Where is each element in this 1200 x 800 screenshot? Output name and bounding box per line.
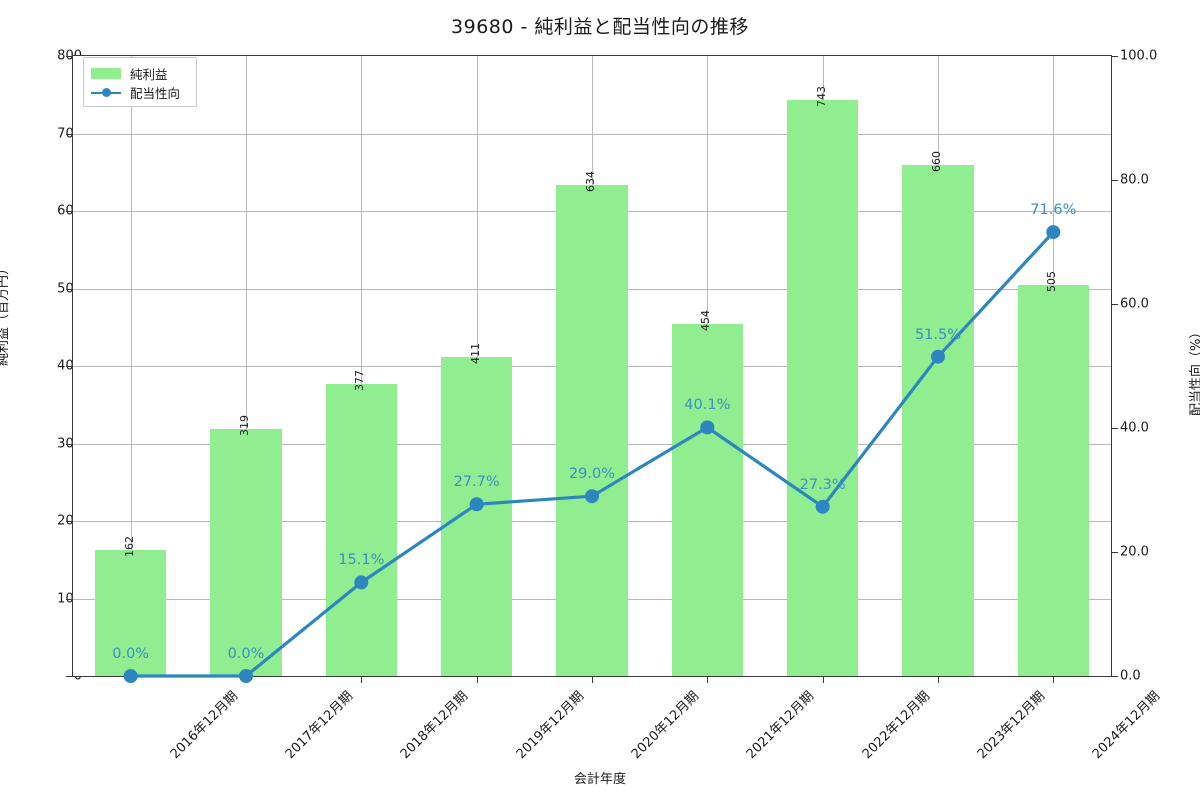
bar bbox=[671, 324, 744, 676]
y-axis-right-tickmark bbox=[1112, 676, 1118, 677]
y-axis-left-tickmark bbox=[66, 288, 72, 290]
y-axis-left-tickmark bbox=[66, 211, 72, 212]
y-axis-left-tickmark bbox=[66, 56, 72, 57]
y-axis-right-tick-label: 0.0 bbox=[1120, 668, 1141, 684]
y-axis-right-tick-label: 20.0 bbox=[1120, 544, 1149, 560]
bar-value-label: 162 bbox=[122, 536, 136, 558]
x-axis-label: 会計年度 bbox=[573, 772, 626, 787]
x-axis-tick-label: 2022年12月期 bbox=[859, 688, 933, 763]
legend-item-net-income: 純利益 bbox=[91, 64, 189, 83]
y-axis-right-tickmark bbox=[1112, 304, 1118, 305]
y-axis-right-label: 配当性向（%） bbox=[1189, 325, 1200, 416]
line-value-label: 0.0% bbox=[227, 646, 265, 662]
y-axis-right-tickmark bbox=[1112, 56, 1118, 57]
bar-value-label: 411 bbox=[468, 343, 482, 365]
y-axis-left-label: 純利益（百万円） bbox=[0, 261, 11, 366]
x-axis-tickmark bbox=[1053, 677, 1055, 683]
x-axis-tickmark bbox=[130, 677, 132, 683]
bar bbox=[902, 164, 974, 676]
x-axis-tick-label: 2021年12月期 bbox=[744, 688, 818, 763]
line-value-label: 15.1% bbox=[338, 552, 385, 569]
plot-area: 162 319 377 411 634 454 743 660 505 0.0% 0.0% 15.1… bbox=[72, 55, 1112, 683]
x-axis-tickmark bbox=[707, 677, 709, 683]
y-axis-left-tickmark bbox=[66, 676, 72, 677]
legend-label-payout-ratio: 配当性向 bbox=[130, 86, 181, 101]
legend-bar-swatch-icon bbox=[91, 68, 121, 79]
bar-value-label: 743 bbox=[814, 86, 828, 108]
x-axis-tick-label: 2019年12月期 bbox=[513, 688, 587, 763]
chart-title: 39680 - 純利益と配当性向の推移 bbox=[451, 16, 749, 38]
y-axis-right-tick-label: 60.0 bbox=[1120, 296, 1149, 312]
line-value-label: 40.1% bbox=[684, 397, 731, 414]
bar bbox=[210, 428, 282, 676]
chart-legend: 純利益 配当性向 bbox=[83, 57, 197, 107]
line-value-label: 27.7% bbox=[453, 474, 500, 491]
bar-value-label: 377 bbox=[353, 369, 367, 391]
bar bbox=[556, 184, 628, 676]
x-axis-tick-label: 2024年12月期 bbox=[1090, 688, 1164, 763]
legend-item-payout-ratio: 配当性向 bbox=[91, 83, 189, 102]
legend-line-swatch-icon bbox=[91, 87, 121, 98]
legend-label-net-income: 純利益 bbox=[130, 67, 168, 82]
x-axis-tickmark bbox=[592, 677, 593, 683]
y-axis-right-tick-label: 40.0 bbox=[1120, 420, 1149, 436]
y-axis-left-tickmark bbox=[66, 133, 72, 135]
bar bbox=[1017, 284, 1090, 676]
y-axis-right-tick-label: 80.0 bbox=[1120, 172, 1149, 188]
line-value-label: 71.6% bbox=[1030, 202, 1077, 219]
x-axis-tick-label: 2016年12月期 bbox=[167, 688, 241, 763]
x-axis-tickmark bbox=[246, 677, 247, 683]
bar-value-label: 319 bbox=[238, 414, 251, 436]
x-axis-tick-label: 2017年12月期 bbox=[282, 688, 357, 763]
bar-value-label: 660 bbox=[930, 150, 943, 172]
x-axis-tick-label: 2023年12月期 bbox=[974, 688, 1049, 763]
y-axis-right-tick-label: 100.0 bbox=[1120, 48, 1158, 64]
x-axis-tickmark bbox=[822, 677, 824, 683]
line-value-label: 27.3% bbox=[799, 476, 846, 493]
bar bbox=[786, 100, 859, 676]
x-axis-tickmark bbox=[476, 677, 478, 683]
y-axis-right-tickmark bbox=[1112, 552, 1118, 553]
y-axis-left-tickmark bbox=[66, 521, 72, 522]
x-axis-tick-label: 2020年12月期 bbox=[628, 688, 703, 763]
y-axis-left-tickmark bbox=[66, 443, 72, 445]
bar-value-label: 454 bbox=[699, 310, 713, 332]
x-axis-tickmark bbox=[361, 677, 363, 683]
line-value-label: 29.0% bbox=[568, 466, 616, 483]
y-axis-right-tickmark bbox=[1112, 428, 1118, 429]
bar-value-label: 505 bbox=[1045, 270, 1059, 292]
y-axis-left-tickmark bbox=[66, 366, 72, 367]
y-axis-left-tickmark bbox=[66, 598, 72, 600]
bar-value-label: 634 bbox=[584, 170, 597, 192]
x-axis-tick-label: 2018年12月期 bbox=[398, 688, 472, 763]
bar bbox=[440, 357, 513, 676]
line-value-label: 51.5% bbox=[914, 326, 962, 343]
bar bbox=[325, 383, 398, 676]
line-value-label: 0.0% bbox=[112, 646, 150, 662]
x-axis-tickmark bbox=[938, 677, 939, 683]
y-axis-right-tickmark bbox=[1112, 180, 1118, 181]
